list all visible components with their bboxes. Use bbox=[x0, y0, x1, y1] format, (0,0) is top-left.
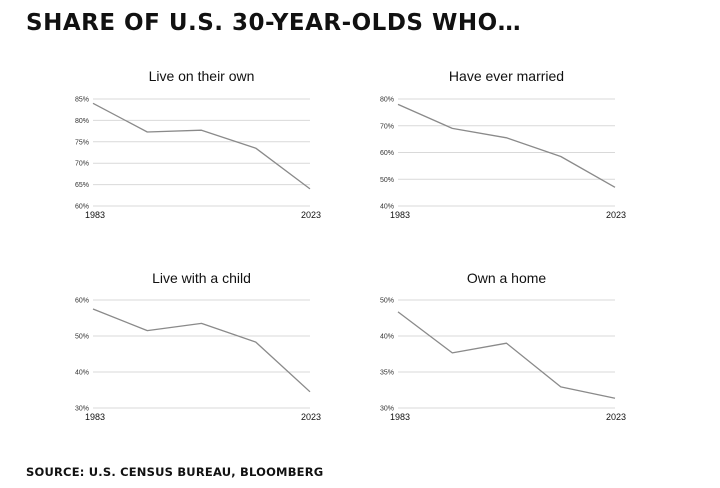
y-tick-label: 70% bbox=[75, 161, 89, 168]
y-tick-label: 30% bbox=[380, 406, 394, 413]
x-tick-label: 1983 bbox=[85, 412, 105, 422]
y-tick-label: 60% bbox=[75, 298, 89, 305]
x-tick-label: 2023 bbox=[606, 412, 626, 422]
chart-title: Own a home bbox=[467, 270, 547, 286]
y-tick-label: 50% bbox=[75, 334, 89, 341]
y-tick-label: 70% bbox=[380, 123, 394, 130]
x-tick-label: 1983 bbox=[390, 210, 410, 220]
page-title: SHARE OF U.S. 30-YEAR-OLDS WHO… bbox=[26, 10, 522, 36]
y-tick-label: 60% bbox=[75, 204, 89, 211]
x-tick-label: 2023 bbox=[606, 210, 626, 220]
series-line bbox=[92, 308, 311, 393]
y-tick-label: 35% bbox=[380, 370, 394, 377]
y-tick-label: 40% bbox=[75, 370, 89, 377]
y-tick-label: 40% bbox=[380, 204, 394, 211]
y-tick-label: 30% bbox=[75, 406, 89, 413]
chart-title: Have ever married bbox=[449, 68, 564, 84]
series-line bbox=[397, 311, 616, 399]
x-tick-label: 2023 bbox=[301, 210, 321, 220]
chart-panel: Own a home 50% 40% 35% 30%1983 2023 bbox=[380, 270, 626, 422]
x-tick-label: 1983 bbox=[390, 412, 410, 422]
source-note: SOURCE: U.S. CENSUS BUREAU, BLOOMBERG bbox=[26, 465, 324, 479]
x-tick-label: 2023 bbox=[301, 412, 321, 422]
chart-title: Live with a child bbox=[152, 270, 251, 286]
chart-panel: Live with a child 60% 50% 40% 30%1983 2023 bbox=[75, 270, 321, 422]
series-line bbox=[397, 103, 616, 188]
chart-panel: Have ever married 80% 70% 60% 50% 40%1983 2023 bbox=[380, 68, 626, 220]
y-tick-label: 65% bbox=[75, 182, 89, 189]
y-tick-label: 40% bbox=[380, 334, 394, 341]
y-tick-label: 50% bbox=[380, 177, 394, 184]
y-tick-label: 85% bbox=[75, 97, 89, 104]
chart-panel: Live on their own 85% 80% 75% 70% 65% 60%1983 2… bbox=[75, 68, 321, 220]
chart-title: Live on their own bbox=[149, 68, 255, 84]
y-tick-label: 60% bbox=[380, 150, 394, 157]
y-tick-label: 75% bbox=[75, 139, 89, 146]
y-tick-label: 80% bbox=[75, 118, 89, 125]
y-tick-label: 50% bbox=[380, 298, 394, 305]
y-tick-label: 80% bbox=[380, 97, 394, 104]
series-line bbox=[92, 102, 311, 190]
x-tick-label: 1983 bbox=[85, 210, 105, 220]
